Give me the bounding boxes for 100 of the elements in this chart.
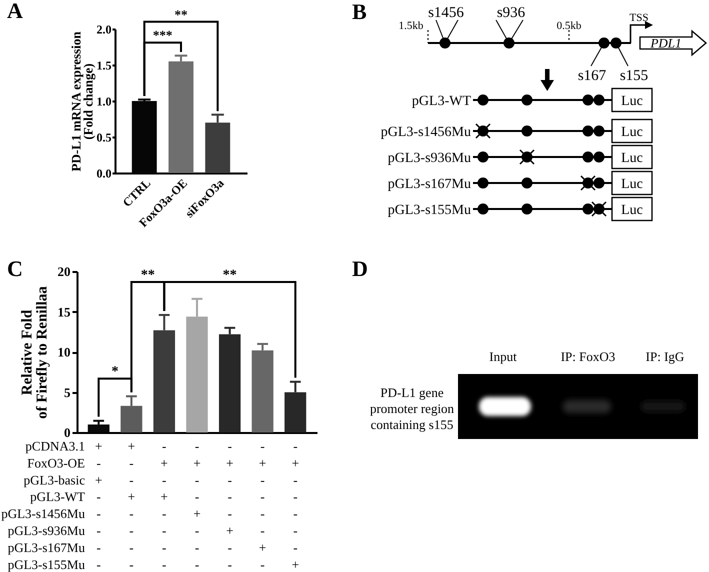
text: - (260, 556, 265, 572)
annotation: * (112, 364, 119, 380)
text: pGL3-s1456Mu (1, 506, 86, 522)
text: - (293, 472, 298, 488)
text: Luc (621, 125, 643, 140)
text: s167 (578, 68, 607, 84)
y-tick-label: 10 (58, 344, 70, 360)
text: - (194, 489, 200, 504)
text: 1.5kb (398, 20, 424, 32)
text: pGL3-s936Mu (8, 523, 86, 538)
text: - (293, 540, 298, 555)
text: - (194, 540, 200, 555)
text: - (228, 540, 232, 555)
text: - (194, 523, 200, 538)
text: + (94, 438, 102, 454)
text: s155 (620, 68, 648, 84)
text: - (162, 506, 166, 522)
text: + (94, 472, 102, 488)
text: pGL3-s936Mu (388, 151, 471, 166)
annotation: *** (152, 28, 172, 43)
y-tick-label: 1.5 (96, 58, 112, 72)
text: - (194, 556, 200, 572)
text: PD-L1 gene promoter region containing s155 (370, 385, 455, 432)
text: pCDNA3.1 (25, 438, 85, 454)
text: - (162, 472, 166, 488)
text: - (129, 455, 134, 470)
text: - (96, 523, 101, 538)
text: - (228, 556, 232, 572)
text: - (228, 438, 232, 454)
y-axis-title: Relative Fold of Firefly to Renillaa (20, 286, 50, 419)
text: - (162, 540, 166, 555)
text: B (352, 0, 367, 24)
text: Input (489, 349, 518, 364)
text: + (292, 455, 300, 470)
text: - (260, 472, 265, 488)
text: pGL3-s155Mu (388, 203, 471, 218)
text: - (260, 489, 265, 504)
chart-title: C (7, 256, 23, 281)
text: s936 (496, 5, 526, 21)
text: - (260, 506, 265, 522)
text: + (128, 438, 136, 454)
text: pGL3-s167Mu (388, 177, 471, 192)
text: - (228, 506, 232, 522)
text: TSS (630, 12, 648, 24)
text: pGL3-basic (24, 472, 86, 488)
text: + (226, 523, 234, 538)
text: - (96, 489, 101, 504)
text: + (258, 455, 266, 470)
text: Luc (621, 177, 643, 192)
text: - (129, 523, 134, 538)
text: - (293, 438, 298, 454)
text: pGL3-WT (30, 489, 86, 504)
y-tick-label: 0.0 (96, 166, 112, 180)
annotation: ** (222, 268, 237, 283)
text: s1456 (428, 5, 464, 21)
text: - (162, 523, 166, 538)
y-axis-title: PD-L1 mRNA expression (Fold change) (68, 30, 96, 172)
text: FoxO3-OE (27, 455, 86, 470)
text: - (293, 506, 298, 522)
text: pGL3-s1456Mu (380, 125, 471, 140)
text: - (129, 540, 134, 555)
text: - (228, 489, 232, 504)
text: 0.5kb (556, 20, 582, 32)
text: - (96, 455, 101, 470)
text: IP: IgG (646, 349, 684, 364)
text: pGL3-WT (412, 94, 472, 109)
y-tick-label: 2.0 (96, 22, 112, 36)
text: Luc (621, 203, 643, 218)
y-tick-label: 5 (64, 384, 71, 400)
text: Luc (621, 151, 643, 166)
text: - (96, 556, 101, 572)
y-tick-label: 1.0 (96, 94, 112, 108)
text: pGL3-s155Mu (8, 556, 86, 572)
y-tick-label: 0.5 (96, 130, 112, 144)
chart-title: A (7, 0, 23, 23)
text: - (129, 506, 134, 522)
text: - (129, 556, 134, 572)
text: Luc (621, 94, 643, 109)
text: - (260, 438, 265, 454)
text: + (193, 506, 201, 522)
text: - (129, 472, 134, 488)
y-tick-label: 0 (64, 425, 70, 440)
text: + (160, 489, 168, 504)
text: - (96, 506, 101, 522)
text: PDL1 (649, 36, 682, 50)
text: - (194, 438, 200, 454)
annotation: ** (140, 268, 155, 283)
text: IP: FoxO3 (560, 349, 616, 364)
text: + (128, 489, 136, 504)
text: D (352, 256, 368, 281)
text: + (226, 455, 234, 470)
text: + (292, 556, 300, 572)
y-tick-label: 20 (58, 264, 70, 279)
text: - (162, 438, 166, 454)
text: + (258, 540, 266, 555)
text: - (96, 540, 101, 555)
text: - (293, 523, 298, 538)
text: + (193, 455, 201, 470)
y-tick-label: 15 (58, 304, 71, 320)
text: pGL3-s167Mu (8, 540, 86, 555)
